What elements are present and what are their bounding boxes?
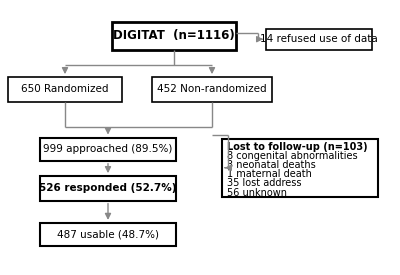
FancyBboxPatch shape — [8, 77, 122, 102]
Text: 452 Non-randomized: 452 Non-randomized — [157, 84, 267, 94]
Text: 526 responded (52.7%): 526 responded (52.7%) — [39, 183, 177, 193]
FancyBboxPatch shape — [266, 29, 372, 50]
FancyBboxPatch shape — [40, 138, 176, 161]
Text: 1 maternal death: 1 maternal death — [227, 169, 312, 179]
FancyBboxPatch shape — [112, 22, 236, 50]
Text: 14 refused use of data: 14 refused use of data — [260, 34, 378, 44]
Text: 8 congenital abnormalities: 8 congenital abnormalities — [227, 151, 358, 161]
Text: 999 approached (89.5%): 999 approached (89.5%) — [43, 144, 173, 154]
FancyBboxPatch shape — [152, 77, 272, 102]
FancyBboxPatch shape — [40, 176, 176, 201]
Text: 56 unknown: 56 unknown — [227, 188, 287, 197]
Text: 487 usable (48.7%): 487 usable (48.7%) — [57, 229, 159, 240]
FancyBboxPatch shape — [40, 223, 176, 246]
Text: Lost to follow-up (n=103): Lost to follow-up (n=103) — [227, 142, 368, 152]
Text: 650 Randomized: 650 Randomized — [21, 84, 109, 94]
FancyBboxPatch shape — [222, 139, 378, 197]
Text: 35 lost address: 35 lost address — [227, 178, 301, 188]
Text: 3 neonatal deaths: 3 neonatal deaths — [227, 160, 316, 170]
Text: DIGITAT  (n=1116): DIGITAT (n=1116) — [113, 29, 235, 42]
